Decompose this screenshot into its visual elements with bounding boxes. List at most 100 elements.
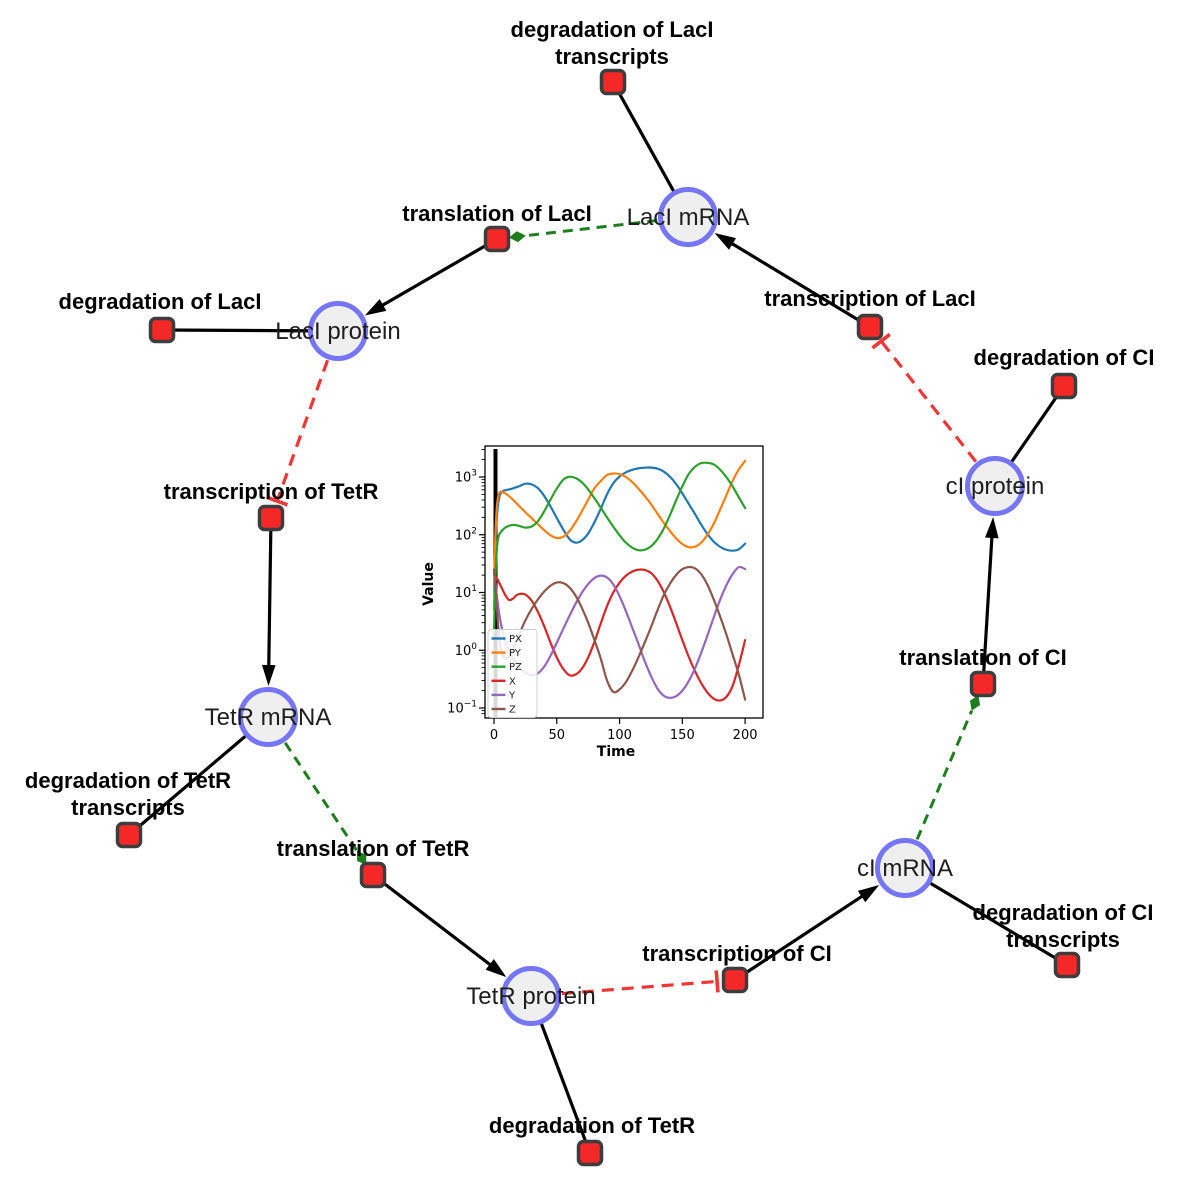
edge-ci-protein-transcription-laci — [871, 332, 978, 463]
reaction-label-deg-ci-tx: transcripts — [1006, 927, 1120, 952]
reaction-node-deg-ci-tx[interactable] — [1053, 951, 1081, 979]
species-label-tetr-protein: TetR protein — [466, 983, 595, 1010]
reaction-label-translation-ci: translation of CI — [899, 645, 1066, 670]
arrowhead-icon — [261, 664, 276, 687]
species-label-laci-protein: LacI protein — [275, 318, 400, 345]
reaction-node-deg-tetr-tx[interactable] — [115, 821, 143, 849]
tbar-inhibitor-icon — [871, 332, 891, 350]
arrowhead-icon — [485, 958, 507, 978]
legend-label-Y: Y — [508, 690, 516, 701]
diamond-arrowhead-icon — [508, 231, 526, 243]
reaction-node-transcription-tetr[interactable] — [257, 504, 285, 532]
plot-legend: PX PY PZ XYZ — [487, 629, 538, 718]
diamond-arrowhead-icon — [969, 695, 981, 711]
species-label-ci-protein: cI protein — [946, 473, 1045, 500]
legend-label-Z: Z — [509, 705, 516, 716]
edge-translation-ci-ci-protein — [981, 516, 999, 685]
reaction-node-transcription-ci[interactable] — [721, 966, 749, 994]
consumption-edge-line — [904, 866, 1068, 967]
catalysis-edge-line — [525, 219, 658, 238]
plot-background — [425, 435, 773, 760]
plot-series-PY — [492, 459, 747, 611]
reaction-label-deg-tetr-tx: transcripts — [71, 795, 185, 820]
tbar-inhibitor-icon — [714, 970, 720, 993]
x-axis-tick-label: 50 — [549, 728, 566, 743]
x-axis-label: Time — [597, 744, 635, 760]
edge-tetr-mrna-translation-tetr — [283, 741, 367, 866]
legend-label-PZ: PZ — [509, 662, 522, 673]
reaction-node-deg-tetr[interactable] — [576, 1139, 604, 1167]
reaction-node-translation-laci[interactable] — [483, 225, 511, 253]
reaction-node-transcription-laci[interactable] — [856, 313, 884, 341]
production-edge-line — [722, 237, 871, 329]
edge-laci-mrna-translation-laci — [508, 219, 658, 243]
edge-tetr-protein-transcription-ci — [561, 970, 720, 996]
y-axis-tick-label: 10−1 — [447, 700, 477, 717]
plot-series-PZ — [492, 461, 747, 634]
legend-label-PY: PY — [509, 648, 522, 659]
diamond-arrowhead-icon — [356, 850, 367, 866]
inhibition-edge-line — [879, 340, 978, 463]
nodes-layer — [115, 68, 1081, 1167]
y-axis-tick-label: 102 — [455, 526, 477, 543]
reaction-label-deg-ci: degradation of CI — [974, 345, 1155, 370]
edge-translation-laci-laci-protein — [364, 237, 498, 316]
legend-label-PX: PX — [509, 634, 522, 645]
edge-tetr-mrna-deg-tetr-tx — [127, 715, 270, 837]
edge-transcription-laci-laci-mrna — [714, 233, 871, 329]
reaction-node-translation-tetr[interactable] — [359, 861, 387, 889]
production-edge-line — [734, 889, 872, 982]
reaction-label-transcription-laci: transcription of LacI — [764, 286, 975, 311]
arrowhead-icon — [857, 885, 880, 903]
edge-transcription-ci-ci-mrna — [734, 885, 880, 982]
edge-ci-mrna-deg-ci-tx — [904, 866, 1068, 967]
arrowhead-icon — [985, 516, 999, 539]
species-node-ci-mrna[interactable] — [875, 838, 935, 898]
catalysis-edge-line — [283, 741, 359, 852]
production-edge-line — [981, 527, 995, 685]
reaction-node-deg-laci[interactable] — [148, 316, 176, 344]
x-axis-tick-label: 100 — [607, 728, 632, 743]
y-axis-tick-label: 103 — [455, 469, 477, 486]
production-edge-line — [373, 237, 498, 312]
reaction-label-deg-laci-tx: degradation of LacI — [511, 17, 714, 42]
arrowhead-icon — [364, 299, 387, 316]
y-axis-tick-label: 100 — [455, 642, 478, 659]
inhibition-edge-line — [275, 359, 330, 502]
labels-layer: LacI mRNA LacI protein TetR mRNA TetR prote… — [25, 17, 1155, 1138]
x-axis-tick-label: 0 — [490, 728, 498, 743]
catalysis-edge-line — [915, 710, 974, 841]
inhibition-edge-line — [561, 979, 718, 996]
species-node-tetr-protein[interactable] — [501, 966, 561, 1026]
arrowhead-icon — [714, 233, 737, 250]
species-label-ci-mrna: cI mRNA — [857, 855, 953, 882]
production-edge-line — [267, 517, 273, 676]
reaction-node-deg-laci-tx[interactable] — [599, 68, 627, 96]
reaction-label-deg-ci-tx: degradation of CI — [973, 900, 1154, 925]
legend-label-X: X — [509, 676, 516, 687]
reaction-node-translation-ci[interactable] — [969, 670, 997, 698]
edge-ci-mrna-translation-ci — [915, 695, 981, 841]
species-node-laci-protein[interactable] — [308, 301, 368, 361]
reaction-label-deg-laci: degradation of LacI — [59, 289, 262, 314]
y-axis-tick-label: 101 — [455, 584, 477, 601]
reaction-label-transcription-tetr: transcription of TetR — [164, 479, 379, 504]
species-node-ci-protein[interactable] — [965, 456, 1025, 516]
species-node-laci-mrna[interactable] — [658, 187, 718, 247]
plot-series-X — [492, 568, 747, 702]
consumption-edge-line — [127, 715, 270, 837]
x-axis-tick-label: 200 — [733, 728, 758, 743]
reaction-label-deg-tetr-tx: degradation of TetR — [25, 768, 231, 793]
reaction-node-deg-ci[interactable] — [1050, 372, 1078, 400]
plot-frame — [484, 445, 764, 719]
reaction-label-deg-laci-tx: transcripts — [555, 44, 669, 69]
reaction-label-translation-tetr: translation of TetR — [277, 836, 470, 861]
species-label-tetr-mrna: TetR mRNA — [205, 704, 332, 731]
reaction-label-translation-laci: translation of LacI — [402, 201, 591, 226]
tbar-inhibitor-icon — [266, 495, 289, 507]
y-axis-label: Value — [421, 562, 437, 606]
species-node-tetr-mrna[interactable] — [238, 687, 298, 747]
